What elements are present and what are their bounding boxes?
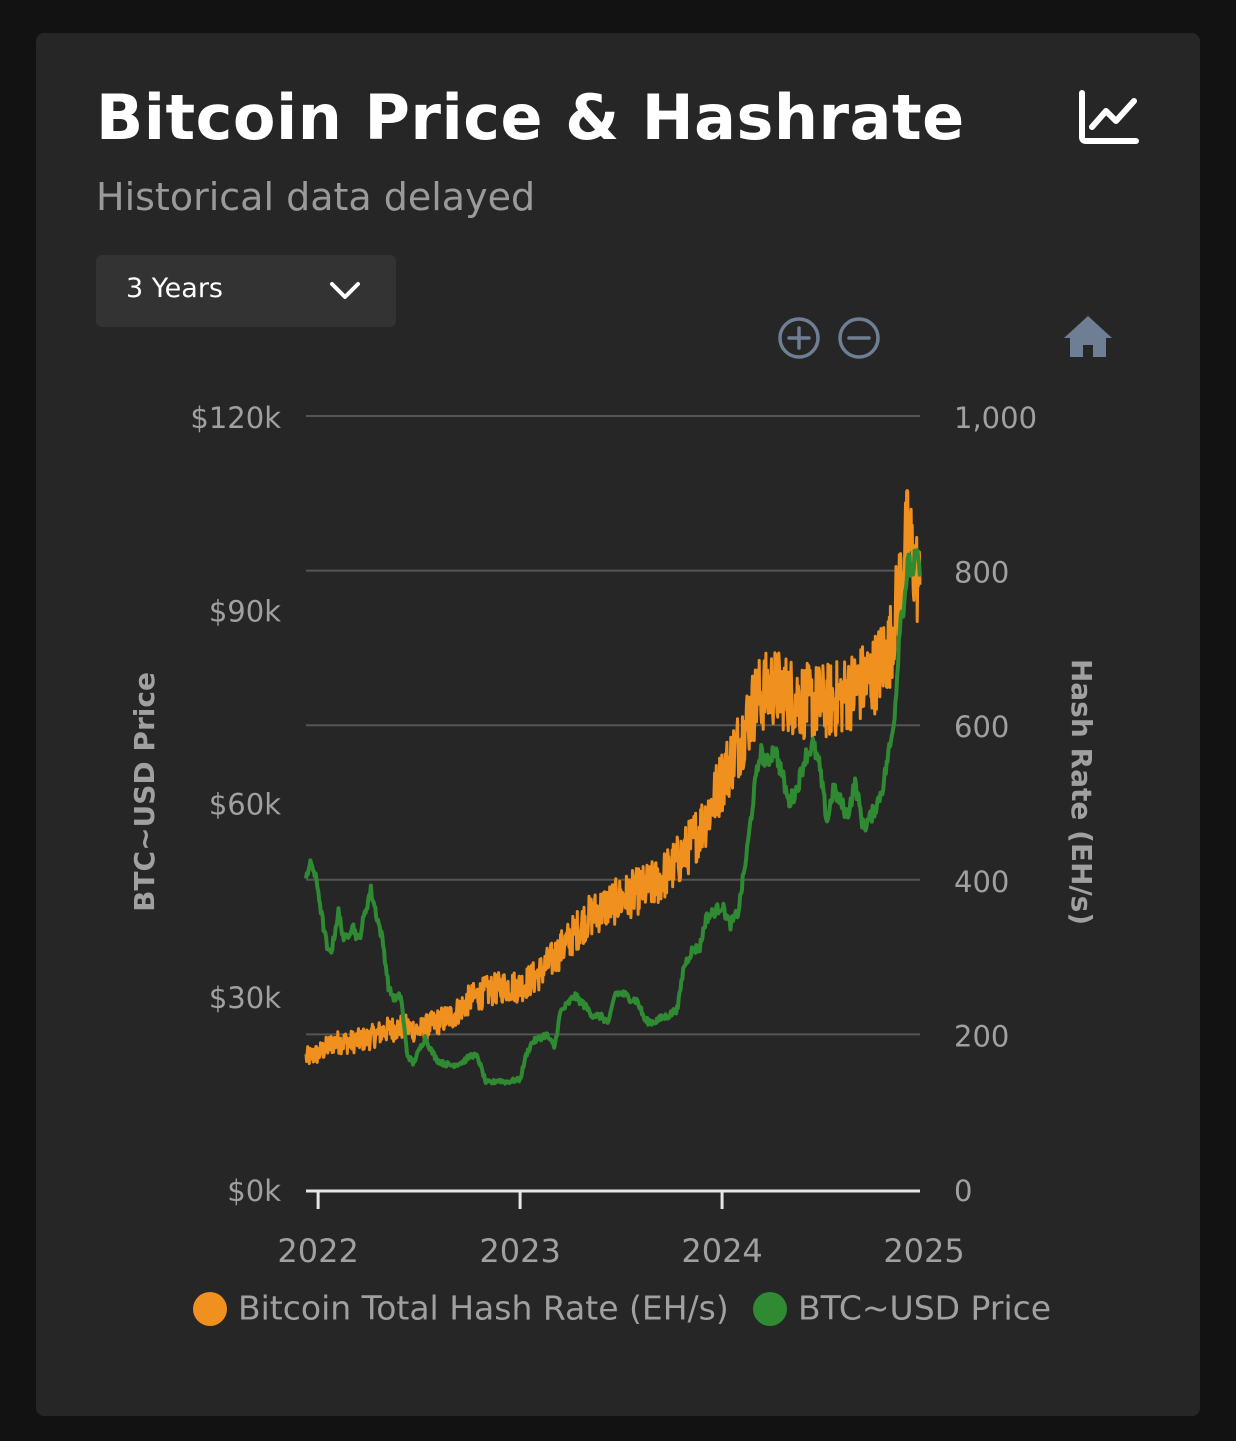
- legend-item-hashrate-marker: [193, 1292, 227, 1326]
- y-right-tick-label: 1,000: [954, 401, 1037, 435]
- plot-series: [304, 489, 922, 1086]
- y-right-tick-label: 800: [954, 556, 1009, 590]
- axes: $0k $30k $60k $90k $120k 0 200 400 600 800 1,000 BT…: [128, 401, 1098, 1270]
- x-tick-label: 2023: [479, 1232, 560, 1270]
- line-chart-icon[interactable]: [1076, 89, 1142, 145]
- y-right-tick-label: 200: [954, 1019, 1009, 1053]
- y-right-tick-label: 600: [954, 710, 1009, 744]
- legend: Bitcoin Total Hash Rate (EH/s) BTC~USD Pr…: [193, 1289, 1051, 1328]
- y-left-tick-label: $90k: [209, 594, 281, 628]
- y-left-tick-label: $60k: [209, 788, 281, 822]
- y-left-axis-title: BTC~USD Price: [128, 672, 161, 912]
- y-left-tick-label: $120k: [190, 401, 281, 435]
- y-right-tick-label: 0: [954, 1174, 972, 1208]
- x-tick-label: 2022: [277, 1232, 358, 1270]
- y-right-tick-label: 400: [954, 865, 1009, 899]
- y-left-tick-label: $30k: [209, 981, 281, 1015]
- chevron-down-icon: [330, 282, 360, 299]
- page-title: Bitcoin Price & Hashrate: [96, 81, 965, 154]
- home-icon[interactable]: [1064, 316, 1112, 357]
- range-select-value: 3 Years: [126, 273, 223, 304]
- legend-item-price-label: BTC~USD Price: [798, 1289, 1051, 1328]
- zoom-in-icon[interactable]: [778, 317, 820, 359]
- y-right-axis-title: Hash Rate (EH/s): [1065, 659, 1098, 925]
- price-series-line: [304, 548, 922, 1086]
- x-tick-label: 2025: [883, 1232, 964, 1270]
- subtitle: Historical data delayed: [96, 175, 536, 219]
- x-tick-label: 2024: [681, 1232, 762, 1270]
- chart-card: Bitcoin Price & Hashrate Historical data…: [36, 33, 1200, 1416]
- hashrate-series-line: [304, 489, 922, 1065]
- legend-item-hashrate-label: Bitcoin Total Hash Rate (EH/s): [238, 1289, 729, 1328]
- gridlines: [306, 415, 920, 1036]
- legend-item-price-marker: [753, 1292, 787, 1326]
- zoom-out-icon[interactable]: [838, 317, 880, 359]
- y-left-tick-label: $0k: [227, 1174, 281, 1208]
- range-select[interactable]: 3 Years: [96, 255, 396, 327]
